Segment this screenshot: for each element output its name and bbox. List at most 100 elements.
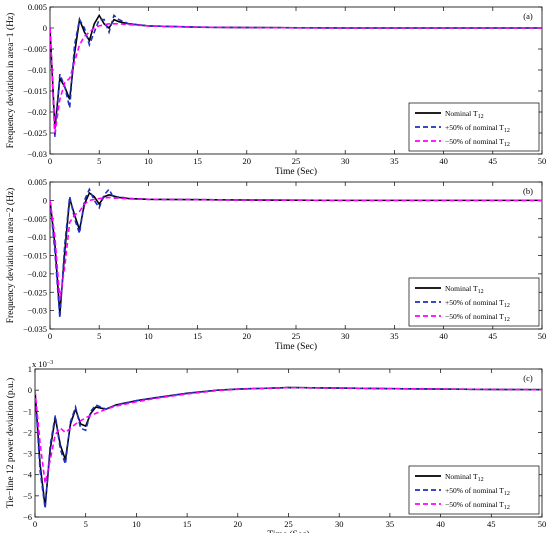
panel-b: 0 5 10 15 20 25 30 35 40 45 50 0.005 0 −0.005 −0.01 −0.… bbox=[5, 177, 546, 352]
x-tick-label: 20 bbox=[243, 156, 252, 166]
x-tick-label: 15 bbox=[193, 156, 202, 166]
legend-label-1: +50% of nominal T12 bbox=[445, 298, 510, 309]
x-tick-label: 50 bbox=[538, 331, 547, 341]
legend-label-text: Nominal T bbox=[445, 472, 478, 481]
x-tick-label: 25 bbox=[284, 519, 293, 529]
legend: Nominal T12+50% of nominal T12−50% of no… bbox=[408, 102, 540, 152]
legend-label-1: +50% of nominal T12 bbox=[445, 123, 510, 134]
x-tick-label: 25 bbox=[292, 156, 301, 166]
y-tick-label: −0.025 bbox=[23, 287, 47, 297]
x-tick-label: 35 bbox=[390, 156, 399, 166]
x-tick-label: 10 bbox=[144, 156, 153, 166]
legend-label-text: Nominal T bbox=[445, 284, 478, 293]
y-tick-label: −0.01 bbox=[27, 232, 47, 242]
legend-label-1: +50% of nominal T12 bbox=[445, 486, 510, 497]
legend-label-text: −50% of nominal T bbox=[445, 312, 504, 321]
legend-label-text: +50% of nominal T bbox=[445, 123, 504, 132]
x-tick-label: 30 bbox=[335, 519, 344, 529]
legend-label-text: −50% of nominal T bbox=[445, 137, 504, 146]
legend-label-text: −50% of nominal T bbox=[445, 500, 504, 509]
y-tick-label: −0.02 bbox=[27, 107, 47, 117]
panel-a: 0 5 10 15 20 25 30 35 40 45 50 0.005 0 −0.005 −0.01 −0.… bbox=[5, 2, 546, 177]
y-tick-label: −0.005 bbox=[23, 214, 47, 224]
legend-box bbox=[408, 102, 540, 152]
x-tick-label: 40 bbox=[439, 331, 448, 341]
x-tick-label: 5 bbox=[97, 156, 101, 166]
panel-tag: (a) bbox=[523, 11, 533, 21]
y-exponent-label: x 10−3 bbox=[32, 359, 53, 369]
series-line-2 bbox=[50, 23, 542, 134]
y-tick-label: −0.02 bbox=[27, 269, 47, 279]
x-axis-label: Time (Sec) bbox=[275, 341, 317, 352]
x-tick-label: 35 bbox=[390, 331, 399, 341]
x-tick-label: 40 bbox=[436, 519, 445, 529]
legend-label-sub: 12 bbox=[504, 303, 510, 309]
legend-label-text: Nominal T bbox=[445, 109, 478, 118]
legend-label-2: −50% of nominal T12 bbox=[445, 312, 510, 323]
legend-label-sub: 12 bbox=[504, 317, 510, 323]
legend-label-text: +50% of nominal T bbox=[445, 298, 504, 307]
y-exponent-base: x 10 bbox=[32, 359, 47, 369]
x-tick-label: 0 bbox=[48, 156, 52, 166]
x-tick-label: 5 bbox=[84, 519, 88, 529]
y-tick-label: −0.01 bbox=[27, 65, 47, 75]
legend-label-sub: 12 bbox=[504, 128, 510, 134]
y-tick-label: −0.03 bbox=[27, 306, 47, 316]
x-tick-label: 15 bbox=[193, 331, 202, 341]
y-axis-label: Frequency deviation in area−1 (Hz) bbox=[5, 13, 16, 149]
x-tick-label: 10 bbox=[132, 519, 141, 529]
y-tick-label: 0.005 bbox=[28, 177, 47, 187]
y-tick-label: 0 bbox=[43, 195, 47, 205]
x-tick-label: 20 bbox=[234, 519, 243, 529]
x-tick-label: 30 bbox=[341, 156, 350, 166]
legend: Nominal T12+50% of nominal T12−50% of no… bbox=[408, 277, 540, 327]
y-tick-label: −0.025 bbox=[23, 128, 47, 138]
series-line-1 bbox=[35, 386, 542, 509]
legend-label-sub: 12 bbox=[478, 114, 484, 120]
y-tick-label: −1 bbox=[23, 406, 32, 416]
y-axis-label: Frequency deviation in area−2 (Hz) bbox=[5, 188, 16, 324]
y-tick-label: −0.005 bbox=[23, 44, 47, 54]
series-line-2 bbox=[50, 196, 542, 300]
y-tick-label: −6 bbox=[23, 512, 32, 522]
x-tick-label: 0 bbox=[48, 331, 52, 341]
legend-label-text: +50% of nominal T bbox=[445, 486, 504, 495]
legend-label-sub: 12 bbox=[478, 477, 484, 483]
series-line-2 bbox=[35, 386, 542, 484]
x-tick-label: 30 bbox=[341, 331, 350, 341]
y-tick-label: −0.03 bbox=[27, 149, 47, 159]
y-tick-label: −4 bbox=[23, 470, 33, 480]
y-tick-label: 1 bbox=[28, 364, 32, 374]
y-tick-label: −0.015 bbox=[23, 251, 47, 261]
x-tick-label: 40 bbox=[439, 156, 448, 166]
x-tick-label: 15 bbox=[183, 519, 192, 529]
legend-label-0: Nominal T12 bbox=[445, 109, 484, 120]
x-tick-label: 45 bbox=[487, 519, 496, 529]
x-axis-label: Time (Sec) bbox=[275, 166, 317, 177]
legend-label-0: Nominal T12 bbox=[445, 472, 484, 483]
legend-label-0: Nominal T12 bbox=[445, 284, 484, 295]
x-tick-label: 45 bbox=[489, 156, 498, 166]
y-axis-label: Tie−line 12 power deviation (p.u.) bbox=[5, 378, 16, 509]
x-tick-label: 20 bbox=[243, 331, 252, 341]
y-exponent-power: −3 bbox=[47, 360, 53, 366]
panel-tag: (c) bbox=[523, 373, 533, 383]
x-axis-label: Time (Sec) bbox=[267, 529, 309, 533]
y-tick-label: 0.005 bbox=[28, 2, 47, 12]
y-tick-label: 0 bbox=[43, 23, 47, 33]
legend-box bbox=[408, 465, 540, 515]
x-tick-label: 50 bbox=[538, 519, 547, 529]
x-tick-label: 50 bbox=[538, 156, 547, 166]
legend-label-2: −50% of nominal T12 bbox=[445, 137, 510, 148]
legend-label-sub: 12 bbox=[478, 289, 484, 295]
legend-label-sub: 12 bbox=[504, 142, 510, 148]
legend-label-sub: 12 bbox=[504, 491, 510, 497]
y-tick-label: 0 bbox=[28, 385, 32, 395]
y-tick-label: −0.015 bbox=[23, 86, 47, 96]
x-tick-label: 0 bbox=[33, 519, 37, 529]
x-tick-label: 10 bbox=[144, 331, 153, 341]
legend-label-sub: 12 bbox=[504, 505, 510, 511]
legend-box bbox=[408, 277, 540, 327]
